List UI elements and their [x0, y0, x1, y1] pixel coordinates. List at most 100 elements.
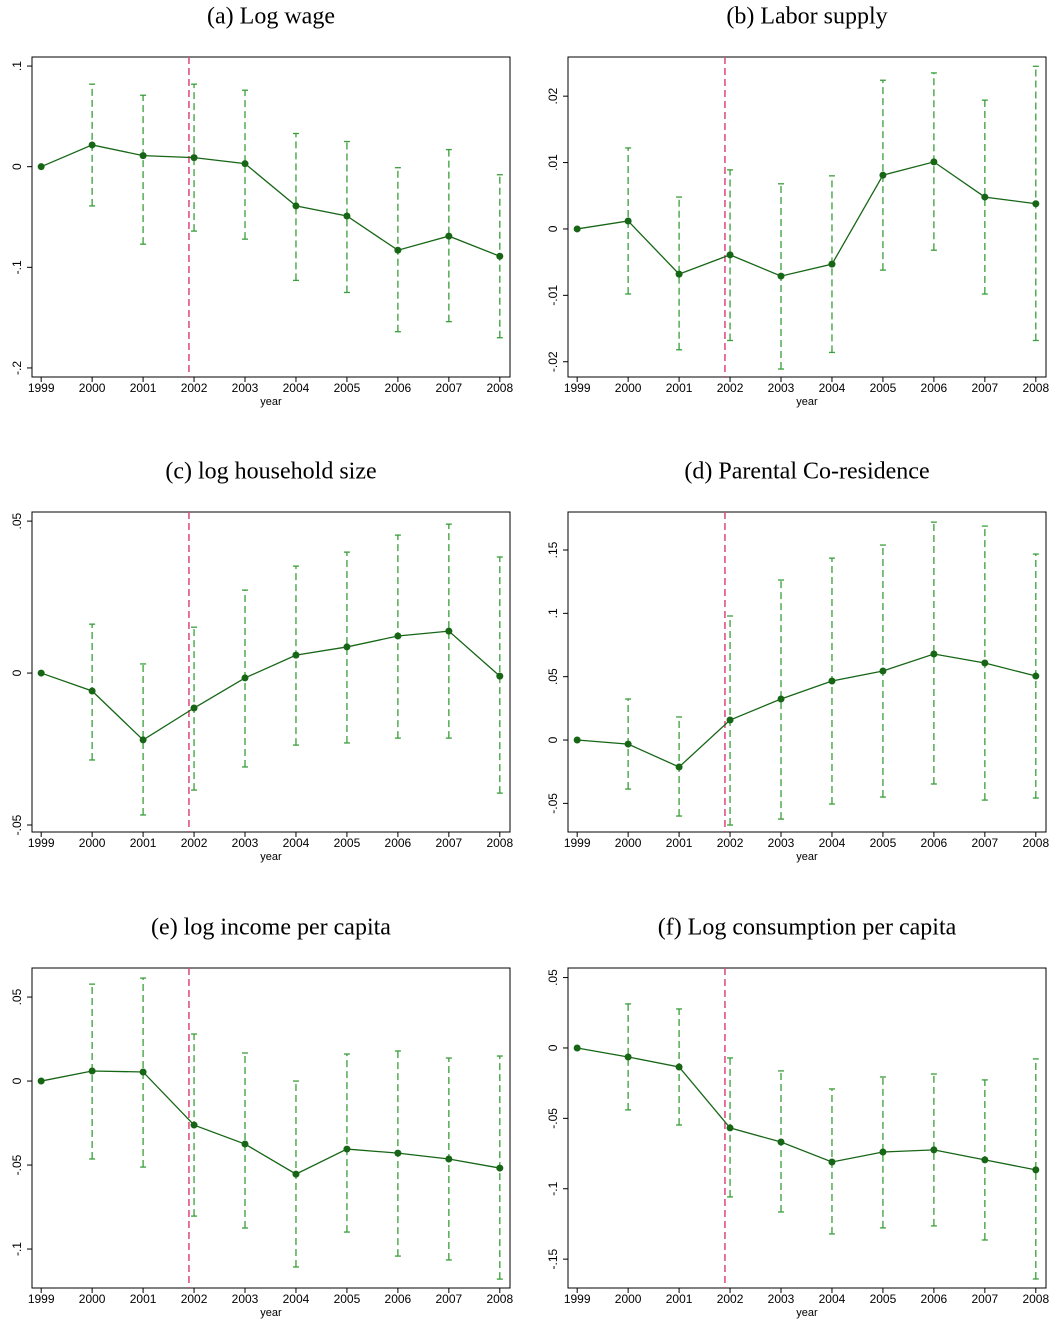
- x-tick-label: 2001: [666, 836, 693, 850]
- point: [624, 1053, 632, 1061]
- panel: (b) Labor supply -.02 -.01 0 .01 .02 1999 2000 2…: [546, 4, 1049, 408]
- x-axis-label: year: [796, 851, 818, 863]
- estimate-line: [40, 144, 501, 257]
- point: [726, 251, 734, 259]
- point: [445, 1155, 453, 1163]
- point: [241, 674, 249, 682]
- x-axis-label: year: [796, 396, 818, 408]
- point: [139, 1068, 147, 1076]
- panel: (d) Parental Co-residence -.05 0 .05 .1 .15 19…: [546, 459, 1049, 863]
- x-tick-label: 2002: [717, 1292, 744, 1306]
- point: [879, 171, 887, 179]
- estimate-line: [577, 653, 1036, 768]
- x-tick-label: 2008: [486, 836, 513, 850]
- point: [981, 193, 989, 201]
- point: [343, 1145, 351, 1153]
- x-axis-label: year: [796, 1307, 818, 1319]
- plot-frame: [31, 56, 511, 378]
- point: [394, 246, 402, 254]
- y-tick-label: -.02: [546, 351, 560, 372]
- x-tick-label: 2000: [615, 836, 642, 850]
- x-tick-label: 2005: [334, 381, 361, 395]
- x-tick-label: 2000: [79, 1292, 106, 1306]
- panel-title: (c) log household size: [165, 459, 376, 485]
- point: [726, 716, 734, 724]
- point: [573, 1044, 581, 1052]
- point: [573, 225, 581, 233]
- point: [88, 1067, 96, 1075]
- x-tick-label: 2005: [870, 836, 897, 850]
- x-tick-label: 2007: [435, 381, 462, 395]
- x-tick-label: 2003: [768, 1292, 795, 1306]
- point: [241, 1140, 249, 1148]
- x-tick-label: 1999: [28, 381, 55, 395]
- point: [139, 736, 147, 744]
- x-tick-label: 2003: [232, 1292, 259, 1306]
- y-tick-label: -.05: [10, 1154, 24, 1175]
- point: [190, 154, 198, 162]
- y-tick-label: 0: [10, 669, 24, 676]
- x-tick-label: 2004: [283, 1292, 310, 1306]
- y-tick-label: 0: [546, 225, 560, 232]
- y-tick-label: -.05: [546, 1108, 560, 1129]
- point: [930, 158, 938, 166]
- point: [292, 1170, 300, 1178]
- point: [1032, 1166, 1040, 1174]
- panel-title: (a) Log wage: [207, 4, 335, 30]
- x-tick-label: 2008: [1022, 381, 1049, 395]
- point: [241, 160, 249, 168]
- x-axis-label: year: [260, 396, 282, 408]
- point: [777, 695, 785, 703]
- plot-frame: [567, 56, 1047, 378]
- y-tick-label: 0: [546, 736, 560, 743]
- x-tick-label: 2003: [768, 381, 795, 395]
- plot-frame: [567, 967, 1047, 1289]
- point: [573, 736, 581, 744]
- x-tick-label: 2001: [130, 1292, 157, 1306]
- x-tick-label: 2005: [870, 381, 897, 395]
- point: [445, 232, 453, 240]
- x-tick-label: 2007: [971, 381, 998, 395]
- x-tick-label: 2006: [921, 836, 948, 850]
- plot-frame: [567, 511, 1047, 833]
- point: [37, 1077, 45, 1085]
- y-tick-label: .05: [546, 668, 560, 685]
- point: [624, 740, 632, 748]
- y-tick-label: -.01: [546, 285, 560, 306]
- y-tick-label: -.2: [10, 361, 24, 375]
- panel-title: (e) log income per capita: [151, 915, 391, 941]
- point: [777, 1138, 785, 1146]
- point: [930, 1146, 938, 1154]
- x-tick-label: 2004: [819, 381, 846, 395]
- panel: (f) Log consumption per capita -.15 -.1 -.0…: [546, 915, 1049, 1319]
- point: [496, 252, 504, 260]
- x-tick-label: 2002: [181, 1292, 208, 1306]
- y-tick-label: .15: [546, 541, 560, 558]
- x-tick-label: 2000: [79, 381, 106, 395]
- x-tick-label: 2007: [971, 836, 998, 850]
- x-tick-label: 2004: [283, 836, 310, 850]
- x-tick-label: 2001: [666, 381, 693, 395]
- y-tick-label: -.1: [10, 1242, 24, 1256]
- point: [88, 687, 96, 695]
- x-tick-label: 2007: [971, 1292, 998, 1306]
- x-tick-label: 2005: [334, 836, 361, 850]
- point: [675, 1063, 683, 1071]
- x-tick-label: 1999: [28, 836, 55, 850]
- point: [88, 141, 96, 149]
- x-tick-label: 2000: [79, 836, 106, 850]
- y-tick-label: .1: [10, 61, 24, 71]
- y-tick-label: .1: [546, 608, 560, 618]
- point: [879, 667, 887, 675]
- x-tick-label: 2002: [717, 381, 744, 395]
- x-tick-label: 2002: [717, 836, 744, 850]
- x-tick-label: 1999: [564, 836, 591, 850]
- plot-frame: [31, 967, 511, 1289]
- point: [624, 217, 632, 225]
- x-tick-label: 2004: [819, 1292, 846, 1306]
- y-tick-label: -.1: [546, 1181, 560, 1195]
- x-tick-label: 2006: [921, 381, 948, 395]
- estimate-line: [40, 630, 501, 741]
- x-tick-label: 2005: [870, 1292, 897, 1306]
